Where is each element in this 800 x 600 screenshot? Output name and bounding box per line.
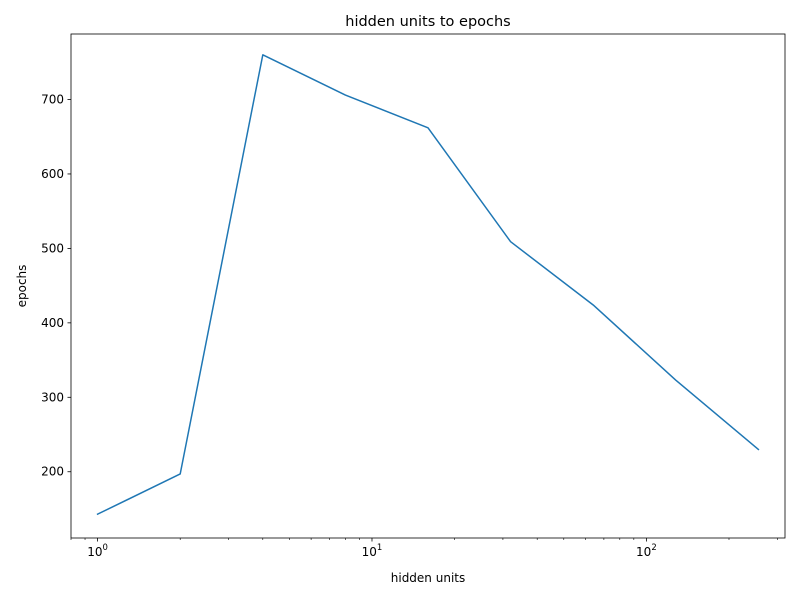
y-tick-label: 400 xyxy=(41,316,64,330)
series-layer xyxy=(96,54,760,516)
y-tick-label: 700 xyxy=(41,93,64,107)
x-tick-label: 102 xyxy=(636,543,657,559)
y-tick-label: 200 xyxy=(41,465,64,479)
y-tick-label: 600 xyxy=(41,167,64,181)
x-axis-ticks: 100 101 102 xyxy=(70,538,778,559)
x-tick-label: 101 xyxy=(362,543,383,559)
plot-frame xyxy=(70,33,786,539)
chart-title: hidden units to epochs xyxy=(345,14,510,30)
y-axis-ticks: 200 300 400 500 600 700 xyxy=(41,93,71,479)
y-tick-label: 500 xyxy=(41,241,64,255)
x-tick-label: 100 xyxy=(87,543,108,559)
plot-area xyxy=(71,34,785,538)
y-tick-label: 300 xyxy=(41,390,64,404)
x-axis-label: hidden units xyxy=(391,571,465,585)
y-axis-label: epochs xyxy=(15,265,29,308)
